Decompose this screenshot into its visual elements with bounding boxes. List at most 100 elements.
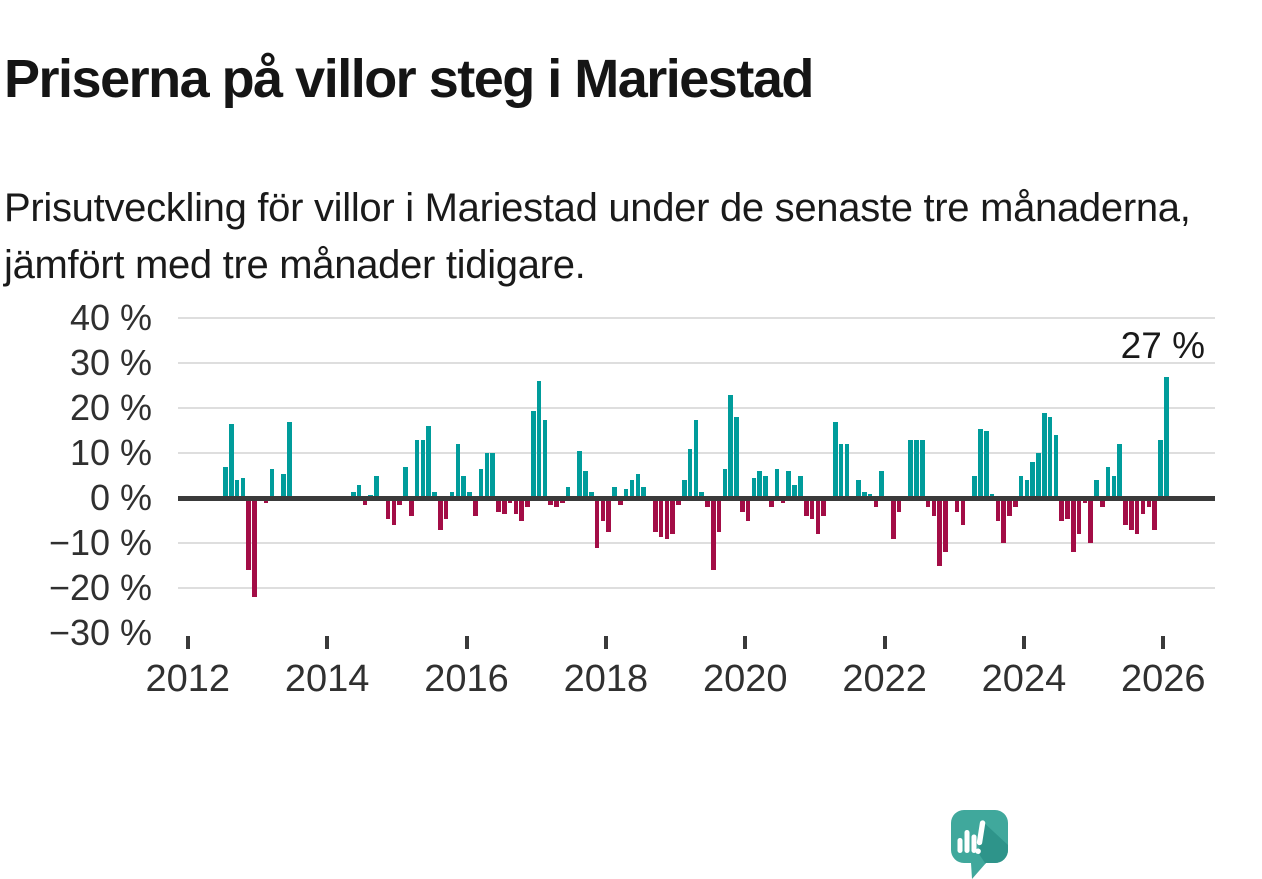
x-axis-label: 2026 <box>1121 658 1206 700</box>
y-axis-label: 10 % <box>69 432 152 474</box>
y-gridline <box>178 542 1215 545</box>
bar-negative <box>1001 498 1006 544</box>
bar-positive <box>983 430 989 499</box>
y-axis-label: 0 % <box>89 477 152 519</box>
bar-positive <box>635 473 641 499</box>
bar-positive <box>879 471 884 499</box>
bar-negative <box>1059 498 1064 521</box>
x-axis-label: 2016 <box>424 658 509 700</box>
bar-negative <box>745 498 751 521</box>
bar-negative <box>1123 498 1128 526</box>
bar-negative <box>246 498 252 571</box>
bar-negative <box>960 498 966 526</box>
bar-negative <box>931 498 937 517</box>
bar-negative <box>995 498 1001 521</box>
bar-positive <box>914 439 919 499</box>
bar-positive <box>844 444 850 499</box>
x-axis-tick <box>743 636 748 649</box>
newsworthy-logo-icon <box>951 810 1008 879</box>
bar-negative <box>815 498 821 535</box>
bar-negative <box>362 498 368 506</box>
bar-positive <box>734 417 739 499</box>
chart-subtitle: Prisutveckling för villor i Mariestad un… <box>4 186 1191 288</box>
bar-negative <box>1129 498 1134 530</box>
bar-positive <box>490 453 495 499</box>
logo-chart-bars <box>957 820 986 854</box>
bar-positive <box>1158 439 1163 499</box>
x-axis-tick <box>464 636 469 649</box>
bar-negative <box>513 498 519 515</box>
bar-positive <box>350 491 356 499</box>
bar-negative <box>1088 498 1094 544</box>
y-gridline <box>178 587 1215 590</box>
bar-positive <box>432 491 437 499</box>
bar-positive <box>1111 475 1117 499</box>
bar-negative <box>548 498 553 506</box>
bar-positive <box>612 487 617 499</box>
y-axis-label: −10 % <box>48 522 152 564</box>
bar-negative <box>252 498 257 598</box>
bar-negative <box>501 498 507 515</box>
bar-positive <box>751 478 757 499</box>
bar-negative <box>525 498 530 508</box>
bar-positive <box>374 475 379 499</box>
newsworthy-logo: Newsworthy <box>951 810 1262 879</box>
bar-positive <box>583 471 588 499</box>
bar-positive <box>565 487 571 499</box>
bar-positive <box>478 469 484 499</box>
bar-negative <box>821 498 826 517</box>
bar-negative <box>391 498 397 526</box>
bar-positive <box>687 448 693 499</box>
bar-positive <box>1053 435 1059 499</box>
last-value-annotation: 27 % <box>1120 325 1205 366</box>
bar-negative <box>664 498 670 539</box>
bar-positive <box>414 439 420 499</box>
bar-negative <box>670 498 675 535</box>
bar-positive <box>1047 417 1053 499</box>
y-axis-label: 30 % <box>69 342 152 384</box>
bar-positive <box>861 491 867 499</box>
bar-positive <box>281 473 286 499</box>
bar-negative <box>1007 498 1012 517</box>
x-axis-tick <box>1161 636 1166 649</box>
bar-positive <box>467 491 472 499</box>
bar-positive <box>461 475 466 499</box>
bar-negative <box>606 498 612 533</box>
bar-positive <box>589 491 594 499</box>
bar-negative <box>809 498 815 519</box>
bar-positive <box>1094 480 1099 499</box>
logo-exclamation <box>975 820 986 854</box>
bar-positive <box>287 421 292 499</box>
y-gridline <box>178 317 1215 320</box>
bar-positive <box>542 419 548 499</box>
bar-positive <box>908 439 914 499</box>
x-axis-tick <box>1021 636 1026 649</box>
bar-negative <box>896 498 902 512</box>
bar-positive <box>757 471 763 499</box>
bar-positive <box>223 466 228 499</box>
bar-positive <box>798 475 803 499</box>
bar-negative <box>519 498 524 521</box>
bar-positive <box>972 475 977 499</box>
bar-positive <box>832 421 838 499</box>
x-axis-label: 2024 <box>981 658 1067 700</box>
x-axis-tick <box>882 636 887 649</box>
bar-negative <box>873 498 879 508</box>
bar-negative <box>1100 498 1105 508</box>
x-axis-tick <box>325 636 330 649</box>
bar-negative <box>496 498 501 512</box>
bar-negative <box>554 498 559 508</box>
bar-negative <box>943 498 948 553</box>
zero-baseline <box>178 495 1215 501</box>
y-gridline <box>178 362 1215 365</box>
bar-negative <box>954 498 960 512</box>
bar-positive <box>1030 462 1035 499</box>
bar-negative <box>1146 498 1152 508</box>
bar-negative <box>652 498 658 533</box>
x-axis-label: 2012 <box>145 658 231 700</box>
bar-negative <box>472 498 478 517</box>
bar-positive <box>1041 412 1047 499</box>
bar-positive <box>536 381 542 499</box>
bar-negative <box>594 498 600 548</box>
bar-positive <box>1036 453 1041 499</box>
